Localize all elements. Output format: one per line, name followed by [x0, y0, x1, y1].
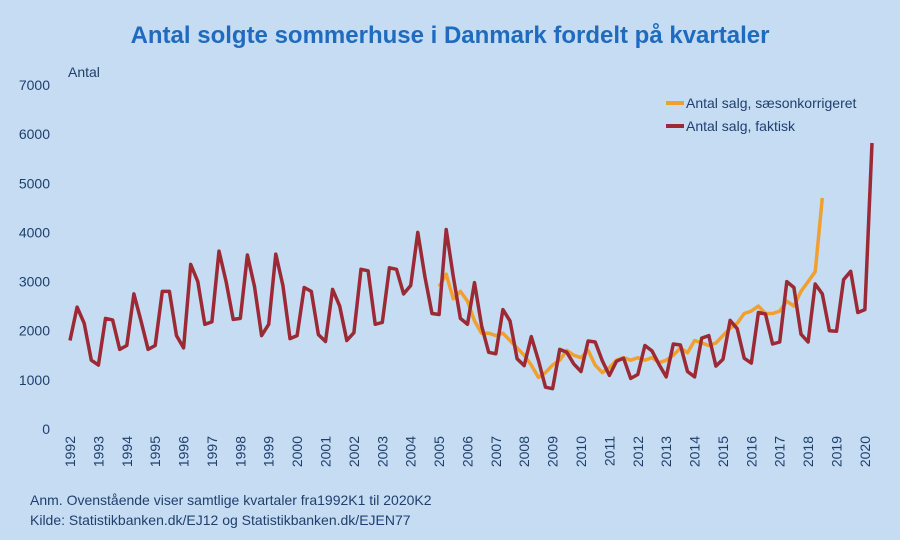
series-line-actual: [68, 142, 874, 391]
y-tick-label: 2000: [19, 323, 50, 339]
x-tick-label: 1996: [176, 436, 192, 467]
x-tick-label: 2010: [573, 436, 589, 467]
x-tick-label: 1992: [62, 436, 78, 467]
y-tick-label: 3000: [19, 274, 50, 290]
footnote-source: Kilde: Statistikbanken.dk/EJ12 og Statis…: [30, 512, 411, 528]
x-tick-label: 2014: [687, 436, 703, 467]
chart-title: Antal solgte sommerhuse i Danmark fordel…: [130, 22, 770, 49]
y-tick-label: 0: [42, 421, 50, 437]
x-tick-label: 2007: [488, 436, 504, 467]
y-tick-label: 6000: [19, 126, 50, 142]
x-tick-label: 1998: [232, 436, 248, 467]
x-tick-label: 2001: [318, 436, 334, 467]
x-tick-label: 1999: [261, 436, 277, 467]
x-tick-label: 2004: [403, 436, 419, 467]
legend-label-seasonal: Antal salg, sæsonkorrigeret: [686, 95, 857, 111]
y-axis-label: Antal: [68, 64, 100, 80]
x-tick-label: 2018: [800, 436, 816, 467]
x-tick-label: 2017: [772, 436, 788, 467]
x-tick-label: 2000: [289, 436, 305, 467]
x-tick-label: 2003: [374, 436, 390, 467]
legend-label-actual: Antal salg, faktisk: [686, 118, 796, 134]
y-axis-ticks: 0 1000 2000 3000 4000 5000 6000 7000: [19, 77, 50, 437]
x-tick-label: 1994: [119, 436, 135, 467]
x-tick-label: 2015: [715, 436, 731, 467]
x-tick-label: 2011: [601, 436, 617, 466]
y-tick-label: 7000: [19, 77, 50, 93]
legend: Antal salg, sæsonkorrigeret Antal salg, …: [666, 95, 857, 134]
x-tick-label: 1995: [147, 436, 163, 467]
footnote-annotation: Anm. Ovenstående viser samtlige kvartale…: [30, 492, 432, 508]
x-tick-label: 2005: [431, 436, 447, 467]
y-tick-label: 4000: [19, 224, 50, 240]
x-tick-label: 2019: [829, 436, 845, 467]
x-tick-label: 2009: [545, 436, 561, 467]
series-line-seasonal: [437, 197, 825, 380]
x-tick-label: 2008: [516, 436, 532, 467]
x-tick-label: 1997: [204, 436, 220, 467]
x-tick-label: 2020: [857, 436, 873, 467]
x-tick-label: 2013: [658, 436, 674, 467]
x-tick-label: 1993: [90, 436, 106, 467]
x-axis-ticks: 1992 1993 1994 1995 1996 1997 1998 1999 2000 2001…: [62, 436, 873, 467]
y-tick-label: 5000: [19, 175, 50, 191]
x-tick-label: 2016: [743, 436, 759, 467]
x-tick-label: 2006: [459, 436, 475, 467]
y-tick-label: 1000: [19, 372, 50, 388]
series-lines: [68, 142, 874, 391]
x-tick-label: 2002: [346, 436, 362, 467]
x-tick-label: 2012: [630, 436, 646, 467]
